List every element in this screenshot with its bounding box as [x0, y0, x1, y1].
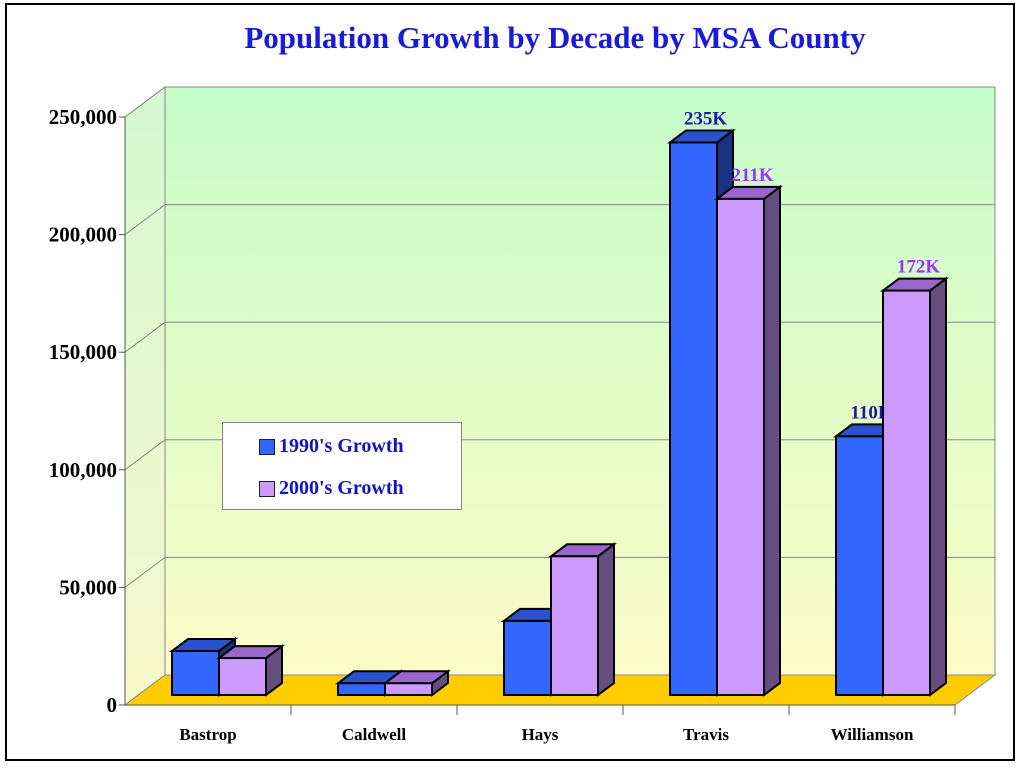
x-tick-label: Bastrop: [179, 725, 236, 744]
y-tick-label: 50,000: [59, 575, 117, 599]
data-label: 211K: [731, 165, 773, 186]
y-tick-label: 200,000: [49, 223, 117, 247]
gridline: [124, 86, 166, 118]
legend-item-1990: 1990's Growth: [259, 435, 404, 458]
y-tick-label: 250,000: [49, 105, 117, 129]
x-tick-label: Williamson: [831, 725, 914, 744]
bar-side: [597, 542, 615, 697]
x-tick-label: Travis: [683, 725, 729, 744]
bar-williamson-1990s: [835, 435, 884, 696]
bar-travis-2000s: [716, 197, 765, 696]
legend-swatch: [259, 438, 275, 455]
bar-bastrop-2000s: [218, 657, 267, 696]
x-tick-label: Caldwell: [342, 725, 407, 744]
x-tick-label: Hays: [522, 725, 559, 744]
data-label: 172K: [897, 257, 941, 278]
bar-caldwell-1990s: [337, 682, 386, 697]
legend-swatch: [259, 480, 275, 497]
bar-williamson-2000s: [882, 289, 931, 696]
bar-hays-2000s: [550, 555, 599, 696]
chart-frame: [5, 3, 1015, 761]
y-tick-label: 0: [107, 693, 118, 717]
side-wall: [124, 86, 166, 706]
y-tick-label: 100,000: [49, 458, 117, 482]
bar-hays-1990s: [503, 619, 552, 696]
gridline: [124, 204, 166, 236]
bar-side: [929, 276, 947, 697]
bar-bastrop-1990s: [171, 650, 220, 697]
legend-label: 1990's Growth: [279, 435, 404, 457]
gridline: [124, 321, 166, 353]
legend-label: 2000's Growth: [279, 477, 404, 499]
legend-item-2000: 2000's Growth: [259, 477, 404, 500]
bar-travis-1990s: [669, 141, 718, 697]
bar-caldwell-2000s: [384, 682, 433, 697]
bar-side: [763, 184, 781, 697]
chart-title: Population Growth by Decade by MSA Count…: [244, 20, 866, 55]
y-tick-label: 150,000: [49, 340, 117, 364]
data-label: 235K: [684, 108, 728, 129]
gridline: [124, 557, 166, 588]
legend: 1990's Growth 2000's Growth: [222, 422, 462, 510]
gridline: [124, 439, 166, 471]
